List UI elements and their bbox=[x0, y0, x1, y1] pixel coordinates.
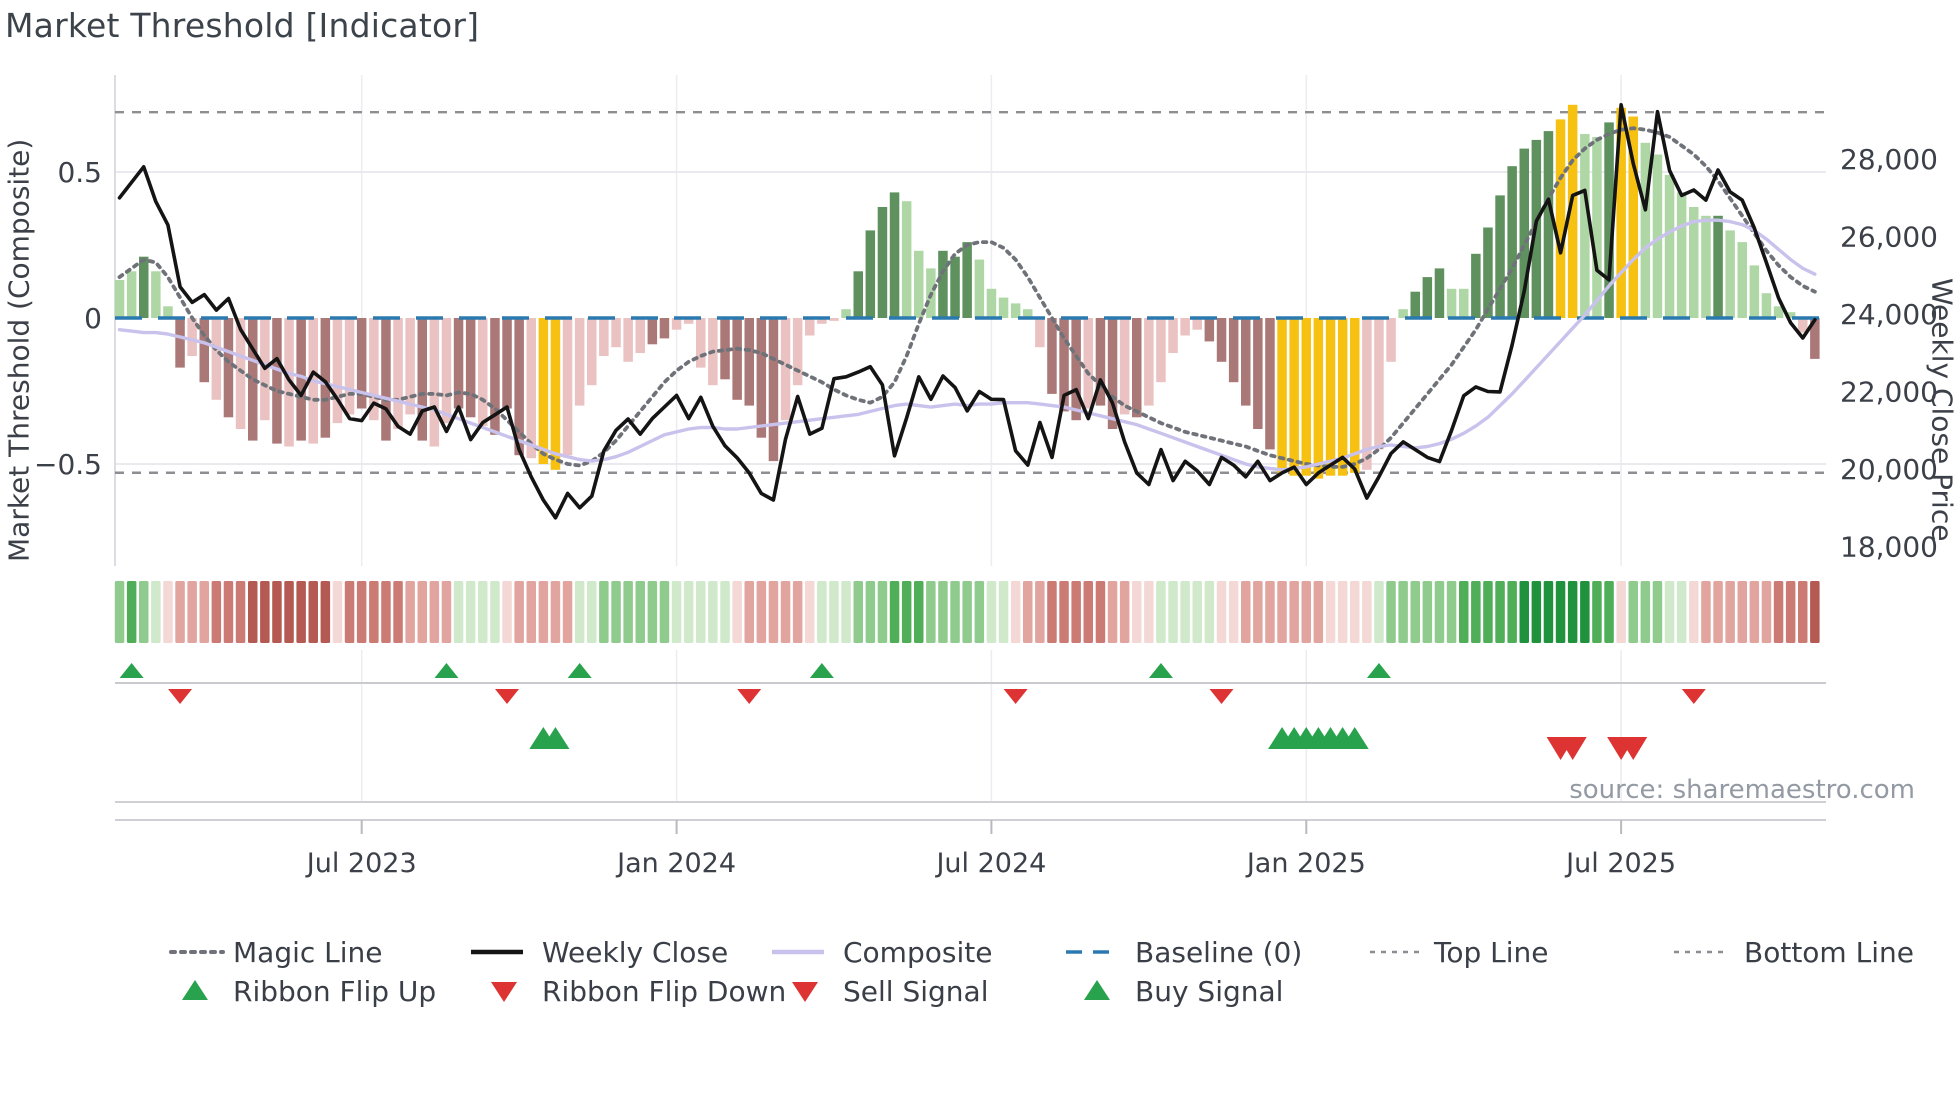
ribbon-flip-down-marker bbox=[737, 689, 762, 704]
right-axis-label: Weekly Close Price bbox=[1925, 278, 1959, 542]
left-tick-label: −0.5 bbox=[34, 448, 102, 481]
left-axis-label: Market Threshold (Composite) bbox=[2, 138, 36, 562]
ribbon-flip-down-marker bbox=[1209, 689, 1234, 704]
ribbon-flip-up-marker bbox=[1366, 663, 1391, 678]
buy-signal-marker bbox=[541, 727, 570, 749]
svg-text:Top Line: Top Line bbox=[1433, 936, 1549, 969]
svg-text:Ribbon Flip Down: Ribbon Flip Down bbox=[542, 975, 786, 1008]
right-tick-label: 26,000 bbox=[1840, 221, 1938, 254]
svg-text:Bottom Line: Bottom Line bbox=[1744, 936, 1914, 969]
right-tick-label: 20,000 bbox=[1840, 453, 1938, 486]
ribbon-flip-down-marker bbox=[495, 689, 520, 704]
left-tick-label: 0 bbox=[84, 302, 102, 335]
legend-item-baseline: Baseline (0) bbox=[1066, 936, 1302, 969]
ribbon-flip-up-marker bbox=[119, 663, 144, 678]
ribbon-flip-up-marker bbox=[434, 663, 459, 678]
ribbon-flip-up-marker bbox=[1148, 663, 1173, 678]
ribbon-flip-down-marker bbox=[1681, 689, 1706, 704]
right-tick-label: 18,000 bbox=[1840, 531, 1938, 564]
magic-line bbox=[117, 126, 1817, 469]
svg-text:Ribbon Flip Up: Ribbon Flip Up bbox=[233, 975, 436, 1008]
sell-signal-marker bbox=[1558, 737, 1587, 760]
ribbon-strip bbox=[114, 581, 1820, 643]
buy-signal-marker bbox=[1340, 727, 1369, 749]
svg-text:Sell Signal: Sell Signal bbox=[843, 975, 988, 1008]
svg-text:Baseline (0): Baseline (0) bbox=[1135, 936, 1302, 969]
weekly-close-line bbox=[117, 103, 1817, 520]
x-tick-label: Jul 2025 bbox=[1564, 848, 1676, 879]
legend-item-sell: Sell Signal bbox=[792, 975, 988, 1008]
legend-item-magic: Magic Line bbox=[169, 936, 383, 969]
legend-item-flipdown: Ribbon Flip Down bbox=[491, 975, 786, 1008]
ribbon-flip-down-marker bbox=[1003, 689, 1028, 704]
svg-text:Buy Signal: Buy Signal bbox=[1135, 975, 1283, 1008]
threshold-bars bbox=[114, 104, 1820, 479]
composite-line bbox=[117, 218, 1817, 472]
ribbon-flip-up-marker bbox=[567, 663, 592, 678]
right-tick-label: 24,000 bbox=[1840, 298, 1938, 331]
legend-item-composite: Composite bbox=[772, 936, 992, 969]
x-tick-label: Jul 2023 bbox=[305, 848, 417, 879]
ribbon-flip-down-marker bbox=[168, 689, 193, 704]
sell-signal-marker bbox=[1619, 737, 1648, 760]
right-tick-label: 22,000 bbox=[1840, 376, 1938, 409]
ribbon-flip-up-marker bbox=[809, 663, 834, 678]
x-tick-label: Jan 2025 bbox=[1245, 848, 1366, 879]
chart-title: Market Threshold [Indicator] bbox=[5, 6, 480, 45]
right-tick-label: 28,000 bbox=[1840, 143, 1938, 176]
svg-text:Composite: Composite bbox=[843, 936, 992, 969]
legend-item-topline: Top Line bbox=[1370, 936, 1549, 969]
legend-item-bottomline: Bottom Line bbox=[1674, 936, 1914, 969]
left-tick-label: 0.5 bbox=[57, 156, 102, 189]
legend-item-close: Weekly Close bbox=[471, 936, 728, 969]
svg-text:Magic Line: Magic Line bbox=[233, 936, 383, 969]
source-attribution: source: sharemaestro.com bbox=[1569, 775, 1915, 805]
x-tick-label: Jul 2024 bbox=[934, 848, 1046, 879]
legend-item-buy: Buy Signal bbox=[1084, 975, 1283, 1008]
legend-item-flipup: Ribbon Flip Up bbox=[182, 975, 436, 1008]
svg-text:Weekly Close: Weekly Close bbox=[542, 936, 728, 969]
x-tick-label: Jan 2024 bbox=[615, 848, 736, 879]
